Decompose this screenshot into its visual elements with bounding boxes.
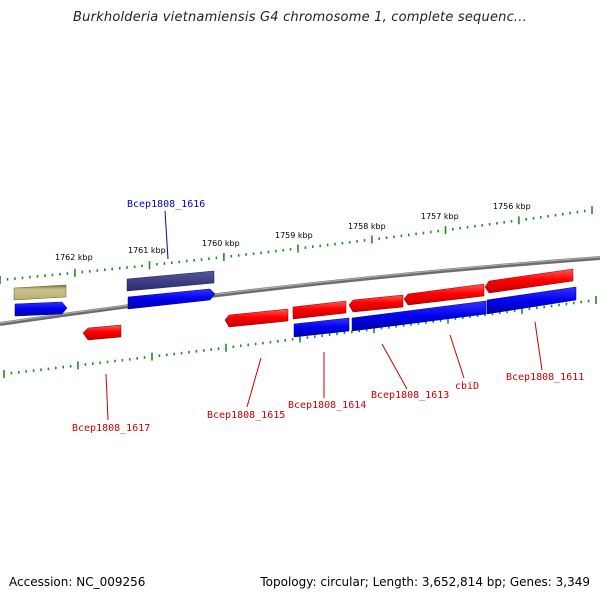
- gene-cbid[interactable]: [403, 283, 485, 306]
- label-bcep1808-1615[interactable]: Bcep1808_1615: [207, 410, 285, 421]
- gene-blue-2[interactable]: [127, 288, 216, 310]
- scale-label-1761: 1761 kbp: [128, 246, 166, 255]
- gene-blue-3[interactable]: [293, 317, 350, 338]
- scale-label-1758: 1758 kbp: [348, 222, 386, 231]
- callout-line-bcep1808-1615: [246, 357, 262, 408]
- scale-label-1760: 1760 kbp: [202, 239, 240, 248]
- callout-line-bcep1808-1617: [105, 373, 109, 421]
- label-bcep1808-1613[interactable]: Bcep1808_1613: [371, 390, 449, 401]
- scale-label-1759: 1759 kbp: [275, 231, 313, 240]
- gene-blue-5[interactable]: [486, 286, 577, 315]
- label-cbid[interactable]: cbiD: [455, 381, 479, 392]
- gene-bcep1808-1613[interactable]: [348, 294, 404, 313]
- gene-blue-4[interactable]: [351, 300, 487, 332]
- callout-line-bcep1808-1616: [164, 210, 169, 260]
- label-bcep1808-1616[interactable]: Bcep1808_1616: [127, 199, 205, 210]
- gene-bcep1808-1615[interactable]: [224, 308, 289, 328]
- label-bcep1808-1614[interactable]: Bcep1808_1614: [288, 400, 366, 411]
- gene-bcep1808-1617[interactable]: [82, 324, 122, 341]
- outer-scale-ticks: [0, 206, 593, 284]
- label-bcep1808-1617[interactable]: Bcep1808_1617: [72, 423, 150, 434]
- gene-blue-1[interactable]: [14, 301, 68, 317]
- callout-line-cbid: [449, 334, 465, 379]
- gene-bcep1808-1611[interactable]: [484, 268, 574, 294]
- callout-line-bcep1808-1613: [381, 343, 408, 390]
- map-title: Burkholderia vietnamiensis G4 chromosome…: [73, 10, 527, 25]
- accession-text: Accession: NC_009256: [9, 575, 146, 589]
- callout-line-bcep1808-1611: [534, 321, 543, 371]
- gene-bcep1808-1614[interactable]: [292, 300, 347, 320]
- chromosome-backbone-highlight: [0, 256, 600, 324]
- scale-label-1756: 1756 kbp: [493, 202, 531, 211]
- feature-other-1[interactable]: [13, 284, 67, 301]
- chromosome-backbone: [0, 256, 600, 326]
- topology-summary: Topology: circular; Length: 3,652,814 bp…: [260, 575, 590, 589]
- label-bcep1808-1611[interactable]: Bcep1808_1611: [506, 372, 584, 383]
- scale-label-1757: 1757 kbp: [421, 212, 459, 221]
- gene-bcep1808-1616-selected[interactable]: [126, 270, 215, 292]
- scale-label-1762: 1762 kbp: [55, 253, 93, 262]
